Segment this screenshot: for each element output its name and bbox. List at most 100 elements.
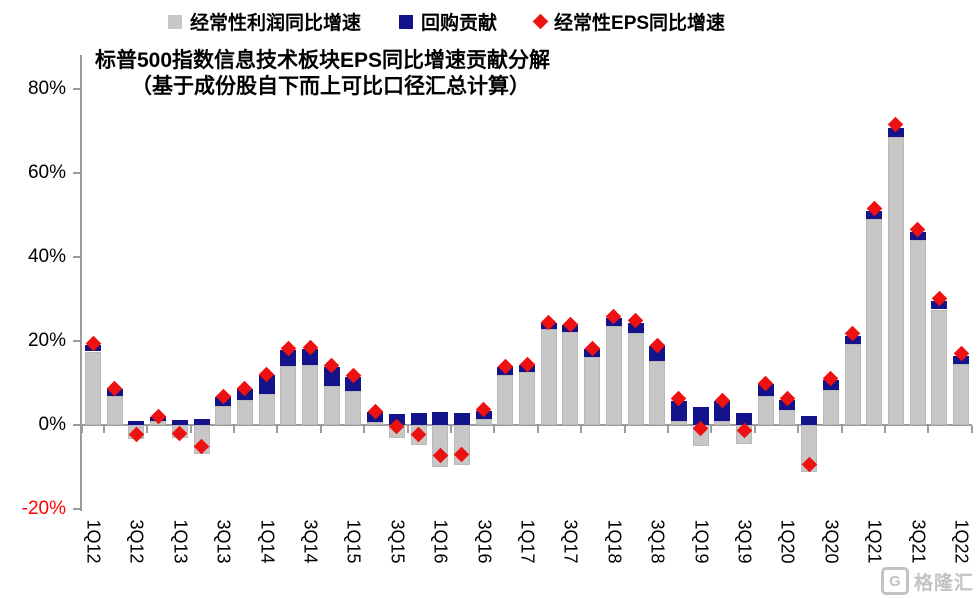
bar-profit-3Q21 [909, 240, 926, 425]
x-axis-label-1Q15: 1Q15 [343, 519, 364, 564]
x-axis-tick [233, 426, 236, 433]
bar-buyback-4Q15 [410, 413, 427, 425]
x-axis-label-3Q15: 3Q15 [387, 519, 408, 564]
y-axis-tick [73, 256, 80, 258]
watermark-logo: G 格隆汇 [880, 567, 974, 595]
bar-profit-4Q17 [584, 356, 601, 425]
bar-buyback-1Q15 [345, 377, 362, 391]
x-axis-tick [797, 426, 800, 433]
bar-buyback-2Q16 [453, 413, 470, 425]
bar-profit-4Q16 [497, 375, 514, 425]
bar-profit-4Q20 [844, 344, 861, 425]
bar-buyback-3Q19 [736, 412, 752, 425]
x-axis-tick [536, 426, 539, 433]
bar-profit-1Q22 [953, 364, 969, 425]
x-axis-line [80, 424, 972, 426]
bar-profit-4Q18 [670, 420, 687, 425]
legend-label: 经常性EPS同比增速 [554, 13, 726, 34]
bar-profit-4Q14 [323, 386, 340, 425]
y-axis-tick [73, 340, 80, 342]
legend-square-icon [168, 14, 182, 29]
y-axis-tick [73, 508, 80, 510]
x-axis-label-3Q18: 3Q18 [647, 519, 668, 564]
bar-profit-2Q19 [714, 420, 731, 425]
bar-profit-1Q12 [85, 351, 101, 425]
x-axis-label-1Q18: 1Q18 [604, 519, 625, 564]
x-axis-label-1Q16: 1Q16 [430, 519, 451, 564]
x-axis-label-1Q12: 1Q12 [83, 519, 104, 564]
x-axis-label-3Q14: 3Q14 [300, 519, 321, 564]
bar-buyback-4Q18 [670, 400, 687, 421]
bar-profit-1Q14 [258, 393, 275, 425]
y-axis-label: 20% [27, 330, 66, 351]
x-axis-tick [81, 426, 84, 433]
legend-item-2: 经常性EPS同比增速 [532, 8, 726, 35]
y-axis-label: 80% [27, 78, 66, 99]
legend-item-1: 回购贡献 [399, 8, 497, 35]
x-axis-tick [623, 426, 626, 433]
x-axis-tick [884, 426, 887, 433]
x-axis-tick [710, 426, 713, 433]
legend-item-0: 经常性利润同比增速 [168, 8, 361, 35]
watermark-text: 格隆汇 [913, 572, 974, 594]
y-axis-label: -20% [21, 498, 66, 519]
x-axis-tick [970, 426, 973, 433]
chart-title: 标普500指数信息技术板块EPS同比增速贡献分解 （基于成份股自下而上可比口径汇… [95, 48, 550, 100]
y-axis-tick [73, 88, 80, 90]
bar-profit-3Q17 [562, 331, 579, 425]
y-axis-tick [73, 424, 80, 426]
x-axis-tick [146, 426, 149, 433]
y-axis-tick [73, 172, 80, 174]
x-axis-label-1Q13: 1Q13 [170, 519, 191, 564]
bar-profit-2Q14 [280, 366, 297, 425]
x-axis-tick [840, 426, 843, 433]
title-line-2: （基于成份股自下而上可比口径汇总计算） [131, 75, 530, 98]
legend-square-icon [399, 14, 414, 29]
bar-buyback-3Q12 [128, 420, 145, 425]
x-axis-tick [406, 426, 409, 433]
y-axis-line [80, 55, 82, 511]
y-axis-label: 0% [38, 414, 66, 435]
bar-buyback-1Q14 [258, 375, 275, 394]
bar-profit-3Q18 [649, 361, 666, 425]
x-axis-label-3Q17: 3Q17 [560, 519, 581, 564]
x-axis-tick [450, 426, 453, 433]
bar-buyback-1Q19 [692, 407, 709, 425]
x-axis-label-3Q16: 3Q16 [474, 519, 495, 564]
bar-profit-3Q16 [475, 418, 492, 425]
title-line-1: 标普500指数信息技术板块EPS同比增速贡献分解 [95, 49, 551, 72]
bar-profit-2Q17 [540, 329, 557, 425]
x-axis-tick [493, 426, 496, 433]
x-axis-tick [927, 426, 930, 433]
legend-label: 回购贡献 [421, 13, 498, 34]
bar-profit-1Q21 [866, 219, 883, 425]
bar-buyback-1Q16 [432, 411, 449, 425]
legend-label: 经常性利润同比增速 [190, 13, 362, 34]
bar-profit-3Q20 [822, 390, 839, 425]
x-axis-label-3Q12: 3Q12 [126, 519, 147, 564]
x-axis-tick [753, 426, 756, 433]
x-axis-label-3Q20: 3Q20 [821, 519, 842, 564]
bar-profit-4Q19 [757, 395, 774, 425]
gelonghui-g-icon: G [880, 567, 909, 595]
bar-buyback-2Q13 [193, 419, 210, 425]
bar-profit-1Q20 [779, 410, 796, 425]
bar-buyback-3Q14 [302, 349, 318, 366]
bar-profit-1Q18 [605, 326, 622, 425]
bar-profit-2Q15 [367, 421, 384, 425]
bar-profit-4Q13 [236, 399, 253, 425]
y-axis-label: 40% [27, 246, 66, 267]
x-axis-label-1Q14: 1Q14 [257, 519, 278, 564]
bar-profit-2Q18 [627, 333, 644, 425]
legend: 经常性利润同比增速 回购贡献 经常性EPS同比增速 [168, 8, 725, 35]
bar-buyback-3Q18 [649, 346, 666, 362]
bar-buyback-2Q21 [887, 128, 904, 137]
x-axis-label-1Q17: 1Q17 [517, 519, 538, 564]
bar-profit-4Q21 [931, 309, 948, 425]
bar-buyback-4Q14 [323, 367, 340, 387]
x-axis-tick [363, 426, 366, 433]
x-axis-label-3Q13: 3Q13 [213, 519, 234, 564]
x-axis-tick [276, 426, 279, 433]
bar-buyback-2Q20 [801, 416, 818, 425]
